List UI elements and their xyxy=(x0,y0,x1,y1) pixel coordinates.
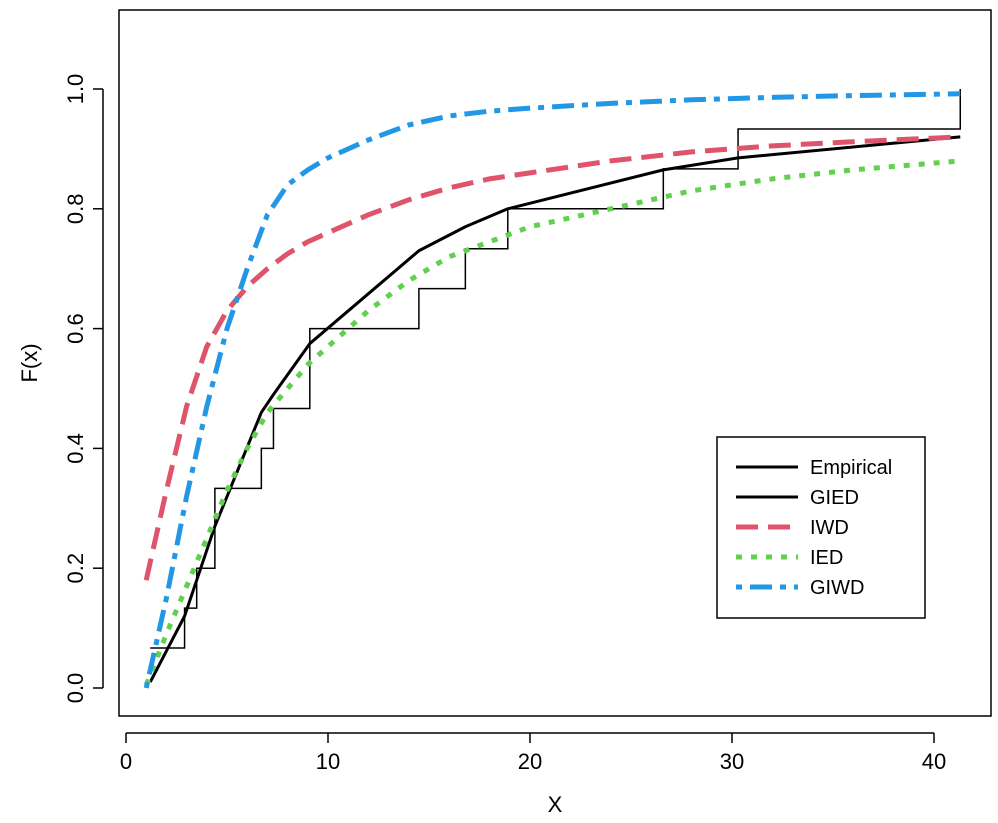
x-tick-label: 20 xyxy=(518,749,542,774)
x-tick-label: 0 xyxy=(120,749,132,774)
series-giwd-line xyxy=(143,91,961,689)
series-iwd-line xyxy=(143,134,961,581)
y-tick-label: 0.2 xyxy=(63,553,88,584)
legend-label-ied: IED xyxy=(810,547,843,569)
x-tick-label: 30 xyxy=(720,749,744,774)
legend-label-giwd: GIWD xyxy=(810,577,864,599)
x-axis: 0 10 20 30 40 xyxy=(120,732,946,774)
y-tick-label: 0.8 xyxy=(63,194,88,225)
x-tick-label: 10 xyxy=(316,749,340,774)
legend-label-gied: GIED xyxy=(810,487,859,509)
legend: Empirical GIED IWD IED GIWD xyxy=(716,436,926,619)
y-axis-label: F(x) xyxy=(17,343,42,382)
y-tick-label: 0.4 xyxy=(63,433,88,464)
series-ied-line xyxy=(143,158,961,686)
y-tick-label: 0.0 xyxy=(63,673,88,704)
y-tick-label: 0.6 xyxy=(63,313,88,344)
legend-label-iwd: IWD xyxy=(810,517,849,539)
legend-label-empirical: Empirical xyxy=(810,457,892,479)
x-axis-label: X xyxy=(548,792,563,817)
y-tick-label: 1.0 xyxy=(63,74,88,105)
series-layer xyxy=(143,89,962,689)
series-gied-line xyxy=(148,135,961,683)
x-tick-label: 40 xyxy=(922,749,946,774)
plot-box xyxy=(118,9,992,717)
y-axis: 0.0 0.2 0.4 0.6 0.8 1.0 xyxy=(63,74,104,704)
